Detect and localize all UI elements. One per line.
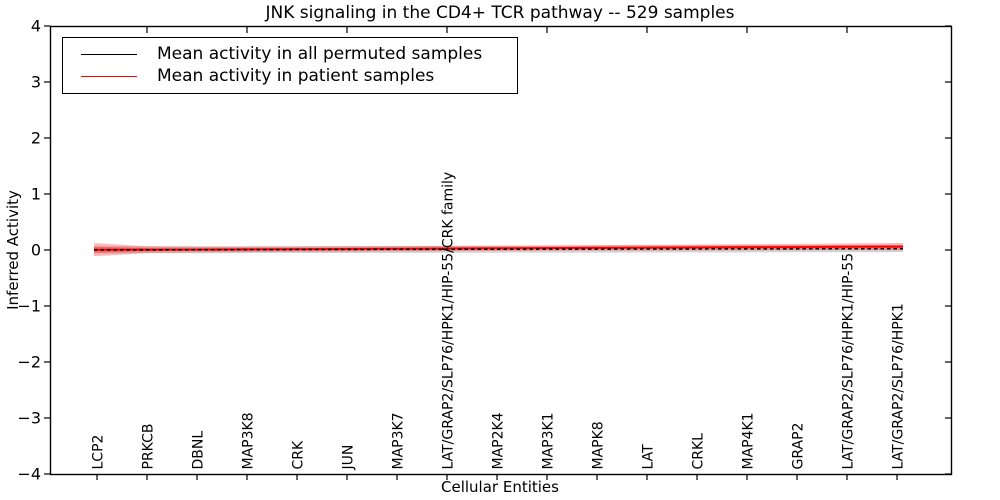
x-tick-label: MAP4K1 — [741, 412, 757, 469]
x-tick-label: LAT — [641, 444, 657, 470]
legend-line-permuted-icon — [81, 53, 137, 55]
x-tick-label: MAP2K4 — [491, 412, 507, 469]
legend: Mean activity in all permuted samples Me… — [62, 37, 518, 94]
legend-line-patient-icon — [81, 76, 137, 78]
chart-title: JNK signaling in the CD4+ TCR pathway --… — [265, 3, 735, 23]
y-tick-label: −2 — [17, 353, 41, 372]
series-line-patient — [94, 245, 903, 251]
x-tick-label: GRAP2 — [791, 423, 807, 470]
x-tick-label: MAPK8 — [591, 421, 607, 469]
x-tick-label: MAP3K7 — [391, 412, 407, 469]
x-tick-label: PRKCB — [141, 424, 157, 470]
y-tick-label: −4 — [17, 465, 41, 484]
x-tick-label: MAP3K8 — [241, 412, 257, 469]
y-tick-label: −3 — [17, 409, 41, 428]
x-tick-label: LAT/GRAP2/SLP76/HPK1 — [891, 303, 907, 469]
legend-item-permuted: Mean activity in all permuted samples — [81, 43, 517, 64]
y-tick-label: 4 — [31, 17, 41, 36]
series-line-permuted — [94, 247, 903, 251]
x-tick-label: LCP2 — [91, 435, 107, 470]
x-tick-label: CRKL — [691, 433, 707, 470]
x-tick-label: DBNL — [191, 431, 207, 470]
y-tick-label: −1 — [17, 297, 41, 316]
y-tick-label: 0 — [31, 241, 41, 260]
x-tick-label: LAT/GRAP2/SLP76/HPK1/HIP-55/CRK family — [441, 172, 457, 470]
y-tick-label: 3 — [31, 73, 41, 92]
x-tick-label: MAP3K1 — [541, 412, 557, 469]
legend-label-patient: Mean activity in patient samples — [157, 66, 435, 87]
y-tick-label: 2 — [31, 129, 41, 148]
x-tick-label: LAT/GRAP2/SLP76/HPK1/HIP-55 — [841, 253, 857, 470]
y-tick-label: 1 — [31, 185, 41, 204]
y-axis-label: Inferred Activity — [4, 190, 22, 310]
x-tick-label: JUN — [341, 445, 357, 471]
x-axis-label: Cellular Entities — [441, 478, 559, 496]
legend-item-patient: Mean activity in patient samples — [81, 68, 517, 85]
x-tick-label: CRK — [291, 440, 307, 470]
legend-label-permuted: Mean activity in all permuted samples — [157, 43, 483, 64]
